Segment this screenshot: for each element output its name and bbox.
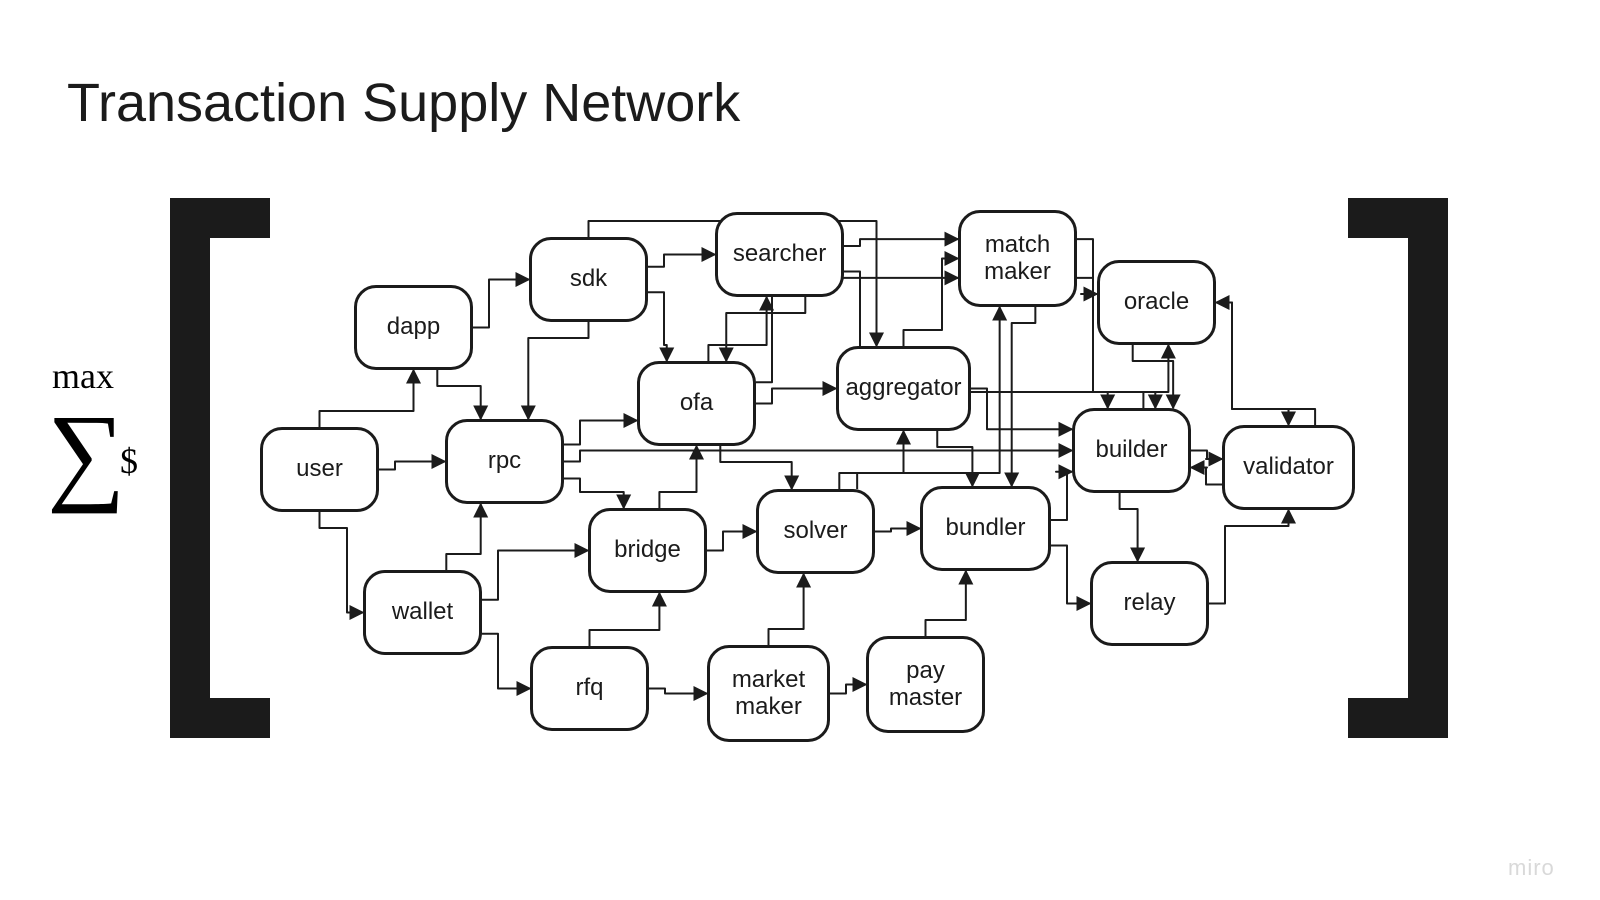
edge-matchmaker-bundler: [1012, 307, 1036, 486]
edge-user-wallet: [320, 512, 364, 613]
node-wallet: wallet: [363, 570, 482, 655]
edge-sdk-searcher: [648, 255, 715, 267]
edge-ofa-solver: [720, 446, 791, 489]
edge-rpc-builder: [564, 451, 1072, 462]
edge-ofa-aggregator: [756, 389, 836, 404]
node-validator: validator: [1222, 425, 1355, 510]
edge-oracle-builder: [1133, 345, 1173, 408]
node-rpc: rpc: [445, 419, 564, 504]
edge-ofa-searcher: [708, 297, 766, 361]
edge-rfq-marketmaker: [649, 689, 707, 694]
edge-validator-builder: [1191, 468, 1222, 485]
node-relay: relay: [1090, 561, 1209, 646]
edge-rpc-ofa: [564, 421, 637, 445]
edge-bundler-relay: [1051, 546, 1090, 604]
edge-aggregator-builder: [971, 389, 1072, 430]
edge-rfq-bridge: [590, 593, 660, 646]
node-sdk: sdk: [529, 237, 648, 322]
edge-bundler-builder: [1051, 472, 1072, 520]
edge-dapp-sdk: [473, 280, 529, 328]
node-dapp: dapp: [354, 285, 473, 370]
node-user: user: [260, 427, 379, 512]
edge-validator-oracle: [1216, 303, 1315, 426]
node-builder: builder: [1072, 408, 1191, 493]
node-ofa: ofa: [637, 361, 756, 446]
node-searcher: searcher: [715, 212, 844, 297]
edge-rpc-bridge: [564, 479, 624, 509]
edge-paymaster-bundler: [926, 571, 966, 636]
node-paymaster: pay master: [866, 636, 985, 733]
edge-aggregator-bundler: [937, 431, 972, 486]
edge-builder-validator: [1191, 451, 1222, 460]
node-marketmaker: market maker: [707, 645, 830, 742]
edge-wallet-rpc: [446, 504, 480, 570]
node-bridge: bridge: [588, 508, 707, 593]
node-aggregator: aggregator: [836, 346, 971, 431]
node-oracle: oracle: [1097, 260, 1216, 345]
edge-user-dapp: [320, 370, 414, 427]
edge-bridge-solver: [707, 532, 756, 551]
edge-wallet-rfq: [482, 634, 530, 689]
edge-solver-bundler: [875, 529, 920, 532]
edge-sdk-ofa: [648, 292, 667, 361]
node-rfq: rfq: [530, 646, 649, 731]
node-matchmaker: match maker: [958, 210, 1077, 307]
edge-marketmaker-paymaster: [830, 685, 866, 694]
edge-user-rpc: [379, 462, 445, 470]
node-bundler: bundler: [920, 486, 1051, 571]
edge-dapp-rpc: [437, 370, 480, 419]
edge-bridge-ofa: [659, 446, 696, 508]
edge-oracle-validator: [1216, 303, 1289, 426]
node-solver: solver: [756, 489, 875, 574]
edge-marketmaker-solver: [769, 574, 804, 645]
edge-solver-aggregator: [839, 431, 903, 489]
edge-searcher-matchmaker: [844, 239, 958, 246]
edges-layer: [0, 0, 1600, 900]
edge-relay-validator: [1209, 510, 1289, 604]
edge-sdk-rpc: [528, 322, 588, 419]
edge-wallet-bridge: [482, 551, 588, 600]
edge-builder-relay: [1120, 493, 1138, 561]
edge-aggregator-matchmaker: [904, 259, 959, 347]
